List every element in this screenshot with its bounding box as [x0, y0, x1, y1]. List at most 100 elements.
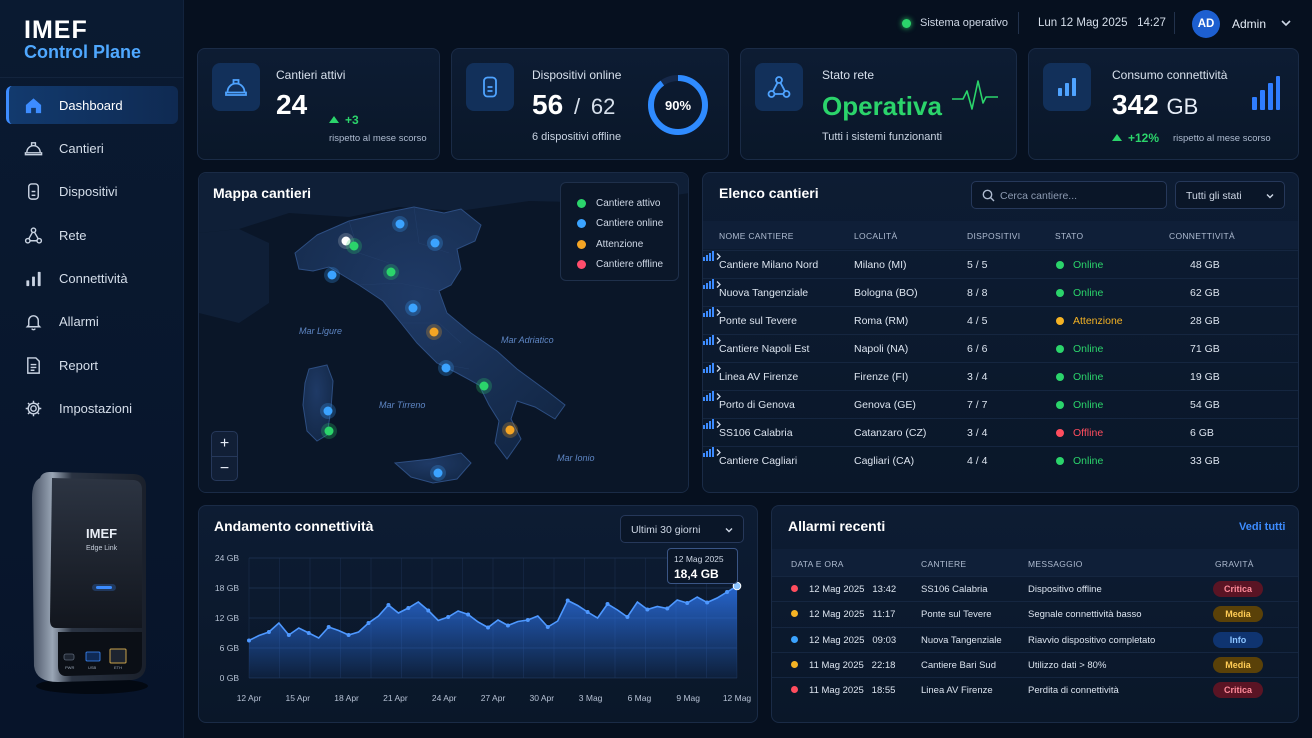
- chevron-right-icon[interactable]: [714, 420, 723, 429]
- table-row[interactable]: 12 Mag 2025 11:17 Ponte sul Tevere Segnale…: [772, 601, 1298, 626]
- sidebar-item-impostazioni[interactable]: Impostazioni: [6, 390, 178, 428]
- data-point[interactable]: [725, 590, 730, 594]
- data-point[interactable]: [505, 623, 510, 628]
- data-point[interactable]: [286, 633, 291, 637]
- column-header[interactable]: CANTIERE: [921, 559, 967, 569]
- range-select[interactable]: Ultimi 30 giorni: [620, 515, 744, 543]
- sidebar-item-report[interactable]: Report: [6, 346, 178, 384]
- kpi-dispositivi-card[interactable]: Dispositivi online 56 / 62 6 dispositivi…: [451, 48, 729, 160]
- column-header[interactable]: MESSAGGIO: [1028, 559, 1083, 569]
- sidebar-item-connettivita[interactable]: Connettività: [6, 260, 178, 298]
- avatar[interactable]: AD: [1192, 10, 1220, 38]
- data-point[interactable]: [625, 615, 630, 619]
- table-row[interactable]: 11 Mag 2025 18:55 Linea AV Firenze Perdita…: [772, 677, 1298, 702]
- data-point[interactable]: [247, 638, 251, 643]
- data-point[interactable]: [466, 612, 471, 617]
- sidebar-item-dispositivi[interactable]: Dispositivi: [6, 173, 178, 211]
- data-point[interactable]: [366, 621, 371, 625]
- data-point[interactable]: [406, 606, 411, 610]
- arrow-up-icon: [329, 116, 339, 123]
- sidebar-item-rete[interactable]: Rete: [6, 216, 178, 254]
- kpi-cantieri-card[interactable]: Cantieri attivi 24 +3 rispetto al mese s…: [197, 48, 440, 160]
- map-marker[interactable]: [321, 423, 337, 439]
- map-marker[interactable]: [320, 403, 336, 419]
- map-marker[interactable]: [405, 300, 421, 316]
- data-point[interactable]: [545, 625, 550, 629]
- chevron-right-icon[interactable]: [714, 336, 723, 345]
- map-marker[interactable]: [430, 465, 446, 481]
- sidebar-item-dashboard[interactable]: Dashboard: [6, 86, 178, 124]
- chevron-right-icon[interactable]: [714, 364, 723, 373]
- data-point[interactable]: [326, 625, 331, 629]
- column-header[interactable]: CONNETTIVITÀ: [1169, 231, 1235, 241]
- data-point[interactable]: [426, 608, 431, 613]
- map-marker[interactable]: [324, 267, 340, 283]
- map-marker[interactable]: [427, 235, 443, 251]
- table-row[interactable]: Cantiere Cagliari Cagliari (CA) 4 / 4 Onlin…: [703, 446, 1298, 474]
- user-name[interactable]: Admin: [1232, 17, 1267, 31]
- data-point[interactable]: [665, 606, 670, 611]
- search-input[interactable]: [1000, 188, 1160, 204]
- tooltip-value: 18,4 GB: [674, 567, 719, 581]
- data-point[interactable]: [446, 615, 451, 619]
- data-point[interactable]: [386, 603, 391, 607]
- map-marker[interactable]: [426, 324, 442, 340]
- chevron-down-icon[interactable]: [1279, 16, 1293, 30]
- chevron-right-icon[interactable]: [714, 308, 723, 317]
- map-marker[interactable]: [438, 360, 454, 376]
- table-row[interactable]: Nuova Tangenziale Bologna (BO) 8 / 8 Online…: [703, 278, 1298, 306]
- kpi-consumo-number: 342: [1112, 89, 1159, 120]
- view-all-link[interactable]: Vedi tutti: [1239, 521, 1286, 533]
- data-point[interactable]: [685, 601, 690, 605]
- chevron-right-icon[interactable]: [714, 448, 723, 457]
- table-row[interactable]: Cantiere Napoli Est Napoli (NA) 6 / 6 Onlin…: [703, 334, 1298, 362]
- zoom-in-button[interactable]: +: [219, 435, 230, 452]
- brand-logo[interactable]: IMEF Control Plane: [24, 18, 141, 62]
- map-legend: Cantiere attivo Cantiere online Attenzio…: [560, 182, 679, 281]
- kpi-label: Cantieri attivi: [276, 68, 346, 82]
- table-row[interactable]: Linea AV Firenze Firenze (FI) 3 / 4 Online 1…: [703, 362, 1298, 390]
- chevron-right-icon[interactable]: [714, 252, 723, 261]
- table-row[interactable]: SS106 Calabria Catanzaro (CZ) 3 / 4 Offline…: [703, 418, 1298, 446]
- table-row[interactable]: Porto di Genova Genova (GE) 7 / 7 Online 54 …: [703, 390, 1298, 418]
- sidebar-item-cantieri[interactable]: Cantieri: [6, 129, 178, 167]
- severity-badge: Critica: [1213, 682, 1263, 699]
- kpi-rete-card[interactable]: Stato rete Operativa Tutti i sistemi fun…: [740, 48, 1017, 160]
- map-marker[interactable]: [392, 216, 408, 232]
- data-point[interactable]: [525, 618, 530, 622]
- zoom-out-button[interactable]: −: [212, 456, 237, 480]
- arrow-up-icon: [1112, 134, 1122, 141]
- zoom-control: + −: [211, 431, 238, 481]
- table-row[interactable]: 12 Mag 2025 13:42 SS106 Calabria Dispositi…: [772, 576, 1298, 601]
- map-marker[interactable]: [476, 378, 492, 394]
- table-row[interactable]: Ponte sul Tevere Roma (RM) 4 / 5 Attenzione…: [703, 306, 1298, 334]
- map-marker[interactable]: [346, 238, 362, 254]
- column-header[interactable]: STATO: [1055, 231, 1084, 241]
- data-point[interactable]: [605, 602, 610, 606]
- data-point[interactable]: [705, 600, 710, 605]
- data-point[interactable]: [306, 631, 311, 635]
- data-point[interactable]: [565, 598, 570, 603]
- table-row[interactable]: Cantiere Milano Nord Milano (MI) 5 / 5 Onli…: [703, 250, 1298, 278]
- sidebar-item-allarmi[interactable]: Allarmi: [6, 303, 178, 341]
- column-header[interactable]: DATA E ORA: [791, 559, 844, 569]
- chevron-right-icon[interactable]: [714, 392, 723, 401]
- map-marker[interactable]: [502, 422, 518, 438]
- data-point[interactable]: [266, 630, 271, 634]
- table-row[interactable]: 11 Mag 2025 22:18 Cantiere Bari Sud Utiliz…: [772, 651, 1298, 677]
- column-header[interactable]: LOCALITÀ: [854, 231, 898, 241]
- data-point[interactable]: [346, 633, 351, 637]
- column-header[interactable]: GRAVITÀ: [1215, 559, 1254, 569]
- column-header[interactable]: DISPOSITIVI: [967, 231, 1021, 241]
- status-filter-value: Tutti gli stati: [1186, 190, 1242, 202]
- data-point[interactable]: [645, 607, 650, 612]
- data-point[interactable]: [585, 610, 590, 614]
- data-point[interactable]: [486, 625, 491, 630]
- column-header[interactable]: NOME CANTIERE: [719, 231, 794, 241]
- connectivity-chart[interactable]: 0 GB 6 GB 12 GB 18 GB 24 GB 12 Apr 15 Apr 18 Ap…: [199, 506, 759, 724]
- kpi-consumo-card[interactable]: Consumo connettività 342 GB +12% rispett…: [1028, 48, 1299, 160]
- table-row[interactable]: 12 Mag 2025 09:03 Nuova Tangenziale Riavvi…: [772, 626, 1298, 652]
- chevron-right-icon[interactable]: [714, 280, 723, 289]
- status-filter-select[interactable]: Tutti gli stati: [1175, 181, 1285, 209]
- map-marker[interactable]: [383, 264, 399, 280]
